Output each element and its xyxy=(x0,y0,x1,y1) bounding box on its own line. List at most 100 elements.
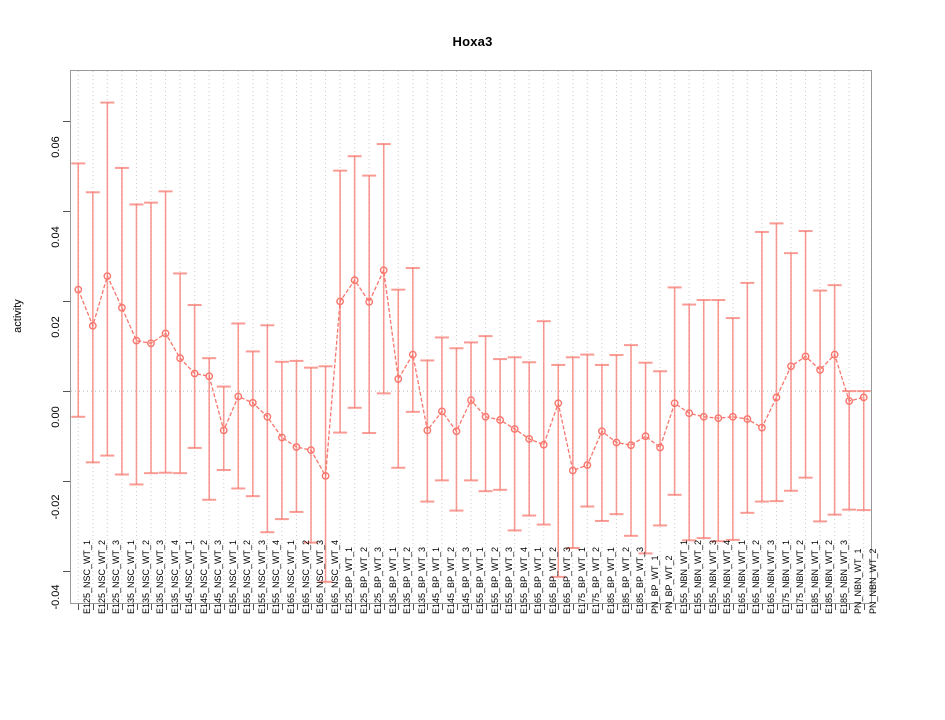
y-axis-tick-label: 0.06 xyxy=(50,135,62,158)
x-axis-tick xyxy=(572,604,574,610)
x-axis-tick-label: E125_BP_WT_3 xyxy=(373,546,384,614)
x-axis-tick xyxy=(194,604,196,610)
x-axis-tick-label: E155_NBN_WT_4 xyxy=(722,539,733,614)
chart-title: Hoxa3 xyxy=(452,34,493,49)
x-axis-tick xyxy=(674,604,676,610)
x-axis-tick xyxy=(383,604,385,610)
x-axis-tick-label: E145_NSC_WT_3 xyxy=(213,539,224,614)
x-axis-tick xyxy=(281,604,283,610)
gridlines xyxy=(77,71,865,603)
x-axis-tick xyxy=(456,604,458,610)
x-axis-tick xyxy=(471,604,472,610)
x-axis-tick-label: E125_BP_WT_2 xyxy=(358,546,369,614)
x-axis-tick-label: E135_NSC_WT_1 xyxy=(125,539,136,614)
x-axis-tick-label: E165_NSC_WT_3 xyxy=(315,539,325,614)
y-axis-tick xyxy=(63,120,70,122)
x-axis-tick-label: E165_NSC_WT_2 xyxy=(300,539,311,614)
x-axis-tick-label: E155_NBN_WT_1 xyxy=(678,539,689,614)
x-axis-tick-label: E125_NSC_WT_2 xyxy=(96,539,107,614)
x-axis-tick-label: PN_BP_WT_1 xyxy=(649,555,660,614)
x-axis-tick-label: E165_NBN_WT_3 xyxy=(765,539,776,614)
x-axis-tick xyxy=(776,604,778,610)
x-axis-tick xyxy=(529,604,531,610)
x-axis-tick-label: E145_NSC_WT_1 xyxy=(184,539,195,614)
x-axis-tick-label: E185_NBN_WT_1 xyxy=(809,539,820,614)
x-axis-tick-label: E155_NSC_WT_2 xyxy=(242,539,253,614)
y-axis-tick xyxy=(63,210,70,212)
x-axis-tick-label: E185_BP_WT_1 xyxy=(605,546,616,614)
x-axis-tick xyxy=(732,604,734,610)
x-axis-tick xyxy=(340,604,342,610)
y-axis-tick xyxy=(63,571,70,573)
x-axis-tick-label: E125_NSC_WT_3 xyxy=(111,539,122,614)
x-axis-tick xyxy=(761,604,763,610)
x-axis-tick-label: E135_NSC_WT_2 xyxy=(140,539,151,614)
x-axis-tick-label: E155_BP_WT_1 xyxy=(475,546,485,614)
x-axis-tick xyxy=(398,604,400,610)
x-axis-tick xyxy=(441,604,443,610)
x-axis-tick-label: E155_NSC_WT_1 xyxy=(227,539,238,614)
y-axis-tick xyxy=(63,481,70,483)
y-axis-tick-label: 0.02 xyxy=(50,316,62,338)
x-axis-tick xyxy=(354,604,356,610)
x-axis-tick-label: E125_NSC_WT_1 xyxy=(82,539,93,614)
x-axis-tick xyxy=(863,604,865,610)
x-axis-tick xyxy=(558,604,560,610)
x-axis-tick-label: E185_NBN_WT_2 xyxy=(824,539,835,614)
x-axis-tick xyxy=(107,604,109,610)
x-axis-tick xyxy=(703,604,705,610)
x-axis-tick-label: E165_NSC_WT_1 xyxy=(285,539,296,614)
x-axis-tick-label: E175_BP_WT_2 xyxy=(591,546,602,614)
x-axis-tick xyxy=(485,604,487,610)
y-axis-tick-label: 0.04 xyxy=(50,226,62,248)
x-axis-tick-label: E135_BP_WT_2 xyxy=(402,546,413,614)
y-axis-tick xyxy=(63,300,70,302)
x-axis-tick-label: E175_NBN_WT_2 xyxy=(795,539,805,614)
x-axis-tick xyxy=(296,604,298,610)
x-axis-tick-label: E185_BP_WT_2 xyxy=(620,546,631,614)
x-axis-tick xyxy=(427,604,429,610)
x-axis-tick-label: E165_BP_WT_3 xyxy=(562,546,573,614)
x-axis-tick xyxy=(849,604,851,610)
x-axis-tick-label: E155_NSC_WT_3 xyxy=(256,539,267,614)
x-axis-tick xyxy=(747,604,749,610)
x-axis-tick-label: PN_NBN_WT_2 xyxy=(867,548,878,614)
x-axis-tick-label: E135_BP_WT_1 xyxy=(387,546,398,614)
x-axis-tick xyxy=(689,604,691,610)
x-axis-tick xyxy=(718,604,720,610)
x-axis-tick xyxy=(791,604,792,610)
x-axis-tick xyxy=(587,604,589,610)
x-axis-tick-label: E145_BP_WT_3 xyxy=(460,546,471,614)
data-points xyxy=(74,266,868,480)
x-axis-tick-label: E155_NSC_WT_4 xyxy=(271,539,282,614)
x-axis-tick-label: E165_NSC_WT_4 xyxy=(329,539,340,614)
error-bars xyxy=(71,101,871,583)
x-axis-tick-label: E145_BP_WT_1 xyxy=(431,546,442,614)
x-axis-tick xyxy=(151,604,152,610)
x-axis-tick-label: E175_BP_WT_1 xyxy=(576,546,587,614)
x-axis-tick xyxy=(165,604,167,610)
x-axis-tick xyxy=(121,604,123,610)
x-axis-tick xyxy=(601,604,603,610)
x-axis-tick xyxy=(514,604,516,610)
x-axis-tick-label: E155_NBN_WT_3 xyxy=(707,539,718,614)
x-axis-tick xyxy=(645,604,647,610)
x-axis-tick-label: E175_NBN_WT_1 xyxy=(780,539,791,614)
x-axis-tick xyxy=(631,604,632,610)
x-axis-tick-label: E165_BP_WT_1 xyxy=(533,546,544,614)
x-axis-tick-label: E125_BP_WT_1 xyxy=(344,546,355,614)
plot-svg xyxy=(71,71,871,603)
x-axis-tick-label: E155_BP_WT_2 xyxy=(489,546,500,614)
plot-area xyxy=(70,70,872,604)
x-axis-tick xyxy=(616,604,618,610)
x-axis-tick xyxy=(834,604,836,610)
x-axis-tick-label: E165_NBN_WT_1 xyxy=(736,539,747,614)
x-axis-tick-label: E165_BP_WT_2 xyxy=(547,546,558,614)
x-axis-tick xyxy=(209,604,211,610)
x-axis-tick-label: PN_NBN_WT_1 xyxy=(853,548,864,614)
x-axis-tick xyxy=(325,604,327,610)
y-axis-label: activity xyxy=(12,299,24,333)
y-axis-tick-label: 0.00 xyxy=(50,406,62,428)
x-axis-tick-label: E145_BP_WT_2 xyxy=(445,546,456,614)
